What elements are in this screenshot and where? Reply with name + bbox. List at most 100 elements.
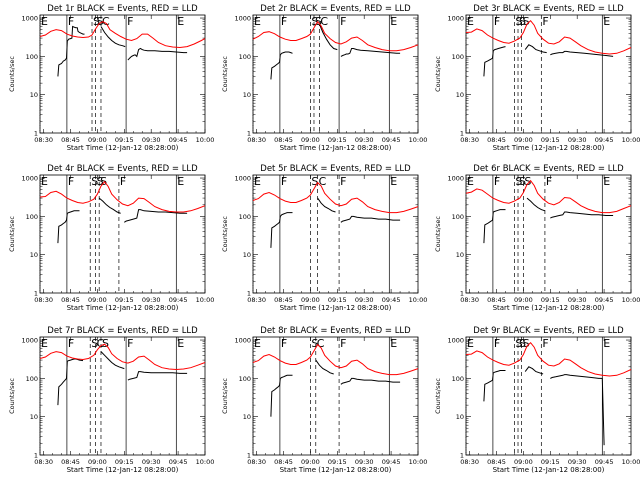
y-axis-label: Counts/sec [8, 378, 16, 414]
plot-frame [465, 174, 632, 294]
event-marker-label: S [515, 337, 522, 350]
y-tick-label: 10 [456, 413, 464, 421]
plot-frame [39, 336, 206, 456]
event-marker-label: S [311, 337, 318, 350]
event-marker-label: F [542, 337, 548, 350]
detector-plot-2: Det 2r BLACK = Events, RED = LLD 08:30 08:… [221, 4, 427, 152]
events-series-line [100, 351, 125, 370]
event-marker-label: E [603, 15, 610, 28]
x-tick-label: 09:00 [514, 296, 533, 304]
x-axis-label: Start Time (12-Jan-12 08:28:00) [67, 144, 179, 152]
y-tick-label: 1000 [234, 337, 251, 345]
event-marker-label: F [281, 175, 287, 188]
detector-plot-3: Det 3r BLACK = Events, RED = LLD 08:30 08:… [434, 4, 640, 152]
plot-title: Det 6r BLACK = Events, RED = LLD [473, 164, 624, 174]
plot-frame [39, 14, 206, 134]
x-tick-label: 09:30 [142, 136, 161, 144]
event-marker-label: F [68, 337, 74, 350]
event-marker-label: S [102, 337, 109, 350]
y-axis-label: Counts/sec [221, 378, 229, 414]
events-series-line [524, 366, 544, 375]
event-marker-label: C [317, 337, 325, 350]
y-tick-label: 1 [460, 130, 464, 138]
lld-series-line [39, 343, 206, 371]
event-marker-label: S [515, 175, 522, 188]
detector-plot-8: Det 8r BLACK = Events, RED = LLD 08:30 08:… [221, 326, 427, 474]
x-tick-label: 08:30 [247, 136, 266, 144]
event-marker-label: S [523, 337, 530, 350]
x-axis-label: Start Time (12-Jan-12 08:28:00) [280, 304, 392, 312]
event-marker-label: S [311, 175, 318, 188]
y-tick-label: 1000 [447, 15, 464, 23]
event-marker-label: F [494, 15, 500, 28]
y-tick-label: 100 [239, 375, 251, 383]
y-tick-label: 1000 [447, 175, 464, 183]
events-series-line [317, 197, 336, 213]
events-series-line [270, 51, 293, 80]
event-marker-label: F [68, 175, 74, 188]
plot-frame [252, 336, 419, 456]
plot-title: Det 5r BLACK = Events, RED = LLD [260, 164, 411, 174]
x-axis-label: Start Time (12-Jan-12 08:28:00) [67, 304, 179, 312]
y-tick-label: 1 [34, 290, 38, 298]
y-tick-label: 100 [26, 375, 38, 383]
plot-frame [465, 336, 632, 456]
event-marker-label: E [390, 15, 397, 28]
event-marker-label: S [315, 15, 322, 28]
y-tick-label: 100 [239, 53, 251, 61]
events-series-line [315, 359, 334, 375]
plot-title: Det 3r BLACK = Events, RED = LLD [473, 4, 624, 14]
y-tick-label: 1 [247, 290, 251, 298]
x-tick-label: 10:00 [409, 136, 428, 144]
detector-plot-5: Det 5r BLACK = Events, RED = LLD 08:30 08:… [221, 164, 427, 312]
x-tick-label: 09:30 [142, 458, 161, 466]
events-series-line [270, 212, 293, 248]
x-axis-label: Start Time (12-Jan-12 08:28:00) [493, 144, 605, 152]
y-axis-label: Counts/sec [434, 56, 442, 92]
y-tick-label: 1 [34, 452, 38, 460]
y-tick-label: 100 [452, 213, 464, 221]
y-axis-label: Counts/sec [434, 378, 442, 414]
x-tick-label: 08:30 [34, 136, 53, 144]
events-series-line [340, 48, 401, 57]
x-tick-label: 09:00 [514, 458, 533, 466]
event-marker-label: C [319, 175, 327, 188]
x-tick-label: 08:45 [487, 136, 506, 144]
x-tick-label: 09:45 [169, 458, 188, 466]
event-marker-label: E [41, 337, 48, 350]
event-marker-label: C [97, 337, 105, 350]
y-axis-label: Counts/sec [8, 216, 16, 252]
lld-series-line [252, 20, 419, 52]
x-tick-label: 09:15 [328, 296, 347, 304]
events-series-line [318, 23, 338, 51]
event-marker-label: S [519, 337, 526, 350]
x-axis-label: Start Time (12-Jan-12 08:28:00) [493, 466, 605, 474]
event-marker-label: F [120, 175, 126, 188]
events-series-line [57, 25, 85, 77]
x-tick-label: 08:45 [274, 458, 293, 466]
event-marker-label: S [524, 175, 531, 188]
x-tick-label: 10:00 [196, 458, 215, 466]
events-series-line [127, 371, 188, 381]
x-tick-label: 08:45 [61, 136, 80, 144]
x-tick-label: 10:00 [622, 458, 640, 466]
x-tick-label: 09:15 [115, 136, 134, 144]
x-tick-label: 09:45 [382, 458, 401, 466]
x-tick-label: 10:00 [196, 296, 215, 304]
event-marker-label: E [41, 15, 48, 28]
plot-frame [39, 174, 206, 294]
event-marker-label: F [494, 175, 500, 188]
y-tick-label: 100 [26, 213, 38, 221]
x-tick-label: 08:45 [61, 458, 80, 466]
x-tick-label: 10:00 [409, 458, 428, 466]
x-tick-label: 09:00 [88, 458, 107, 466]
event-marker-label: F [127, 337, 133, 350]
lld-series-line [252, 343, 419, 376]
x-tick-label: 09:30 [568, 136, 587, 144]
event-marker-label: E [467, 175, 474, 188]
plot-title: Det 2r BLACK = Events, RED = LLD [260, 4, 411, 14]
x-tick-label: 09:45 [169, 296, 188, 304]
x-axis-label: Start Time (12-Jan-12 08:28:00) [67, 466, 179, 474]
x-axis-label: Start Time (12-Jan-12 08:28:00) [280, 144, 392, 152]
event-marker-label: E [467, 15, 474, 28]
